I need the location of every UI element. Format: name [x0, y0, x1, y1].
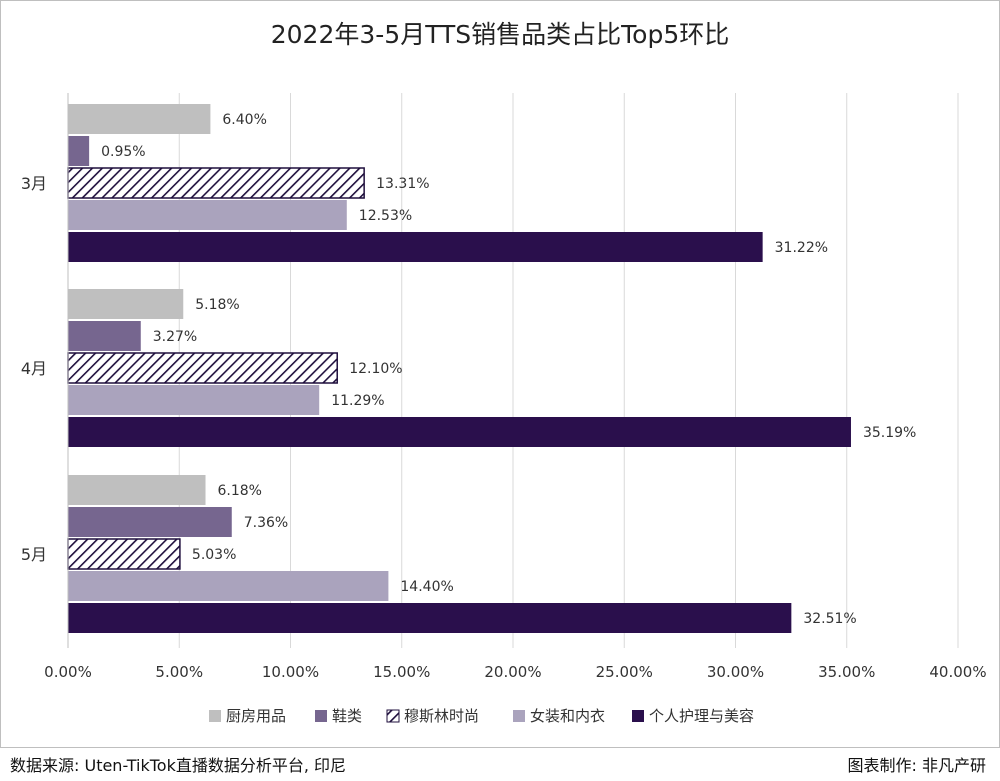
axis-layer: 0.00% 5.00% 10.00% 15.00% 20.00% 25.00% 30.00%…: [21, 93, 987, 681]
data-label: 7.36%: [244, 515, 288, 531]
legend-label: 女装和内衣: [530, 707, 605, 725]
bar: [68, 603, 792, 633]
data-label: 3.27%: [153, 329, 197, 345]
chart-frame: 2022年3-5月TTS销售品类占比Top5环比 6.40% 0.95% 13.31…: [0, 0, 1000, 748]
legend: 厨房用品 鞋类 穆斯林时尚 女装和内衣 个人护理与美容: [209, 707, 754, 725]
legend-swatch: [513, 710, 525, 722]
legend-swatch: [632, 710, 644, 722]
bar: [67, 167, 365, 199]
bar: [68, 232, 763, 262]
x-tick-label: 25.00%: [596, 663, 653, 681]
footer-credit: 图表制作: 非凡产研: [847, 756, 986, 775]
category-label: 3月: [21, 174, 47, 193]
category-label: 4月: [21, 359, 47, 378]
x-tick-label: 10.00%: [262, 663, 319, 681]
data-label: 12.10%: [349, 361, 402, 377]
data-label: 0.95%: [101, 144, 145, 160]
x-tick-label: 5.00%: [155, 663, 203, 681]
legend-swatch: [315, 710, 327, 722]
legend-label: 个人护理与美容: [649, 707, 754, 725]
bar: [68, 136, 90, 166]
data-label: 6.18%: [218, 483, 262, 499]
legend-label: 鞋类: [332, 707, 362, 725]
bar: [68, 289, 184, 319]
category-label: 5月: [21, 545, 47, 564]
bar: [68, 200, 347, 230]
data-label: 14.40%: [400, 579, 453, 595]
bar: [68, 104, 211, 134]
bar: [68, 475, 206, 505]
data-label: 5.18%: [195, 297, 239, 313]
x-tick-label: 30.00%: [707, 663, 764, 681]
bar: [68, 571, 389, 601]
data-label: 11.29%: [331, 393, 384, 409]
legend-label: 厨房用品: [226, 707, 286, 725]
bar: [68, 385, 320, 415]
data-label: 13.31%: [376, 176, 429, 192]
x-tick-label: 0.00%: [44, 663, 92, 681]
bar-chart: 2022年3-5月TTS销售品类占比Top5环比 6.40% 0.95% 13.31…: [21, 20, 987, 725]
legend-swatch: [209, 710, 221, 722]
bar: [67, 538, 181, 570]
bar: [67, 352, 338, 384]
labels-layer: 6.40% 0.95% 13.31% 12.53% 31.22% 5.18% 3.27% 12…: [101, 112, 916, 627]
data-label: 32.51%: [803, 611, 856, 627]
data-label: 12.53%: [359, 208, 412, 224]
data-label: 5.03%: [192, 547, 236, 563]
data-label: 31.22%: [775, 240, 828, 256]
bar: [68, 507, 232, 537]
bar: [68, 417, 851, 447]
data-label: 35.19%: [863, 425, 916, 441]
x-tick-label: 35.00%: [818, 663, 875, 681]
footer-source: 数据来源: Uten-TikTok直播数据分析平台, 印尼: [10, 756, 347, 775]
legend-label: 穆斯林时尚: [404, 707, 479, 725]
data-label: 6.40%: [222, 112, 266, 128]
x-tick-label: 40.00%: [929, 663, 986, 681]
bar: [68, 321, 141, 351]
x-tick-label: 15.00%: [373, 663, 430, 681]
bars-layer: [67, 104, 851, 633]
chart-title: 2022年3-5月TTS销售品类占比Top5环比: [271, 20, 730, 49]
x-tick-label: 20.00%: [484, 663, 541, 681]
legend-swatch: [386, 709, 400, 723]
